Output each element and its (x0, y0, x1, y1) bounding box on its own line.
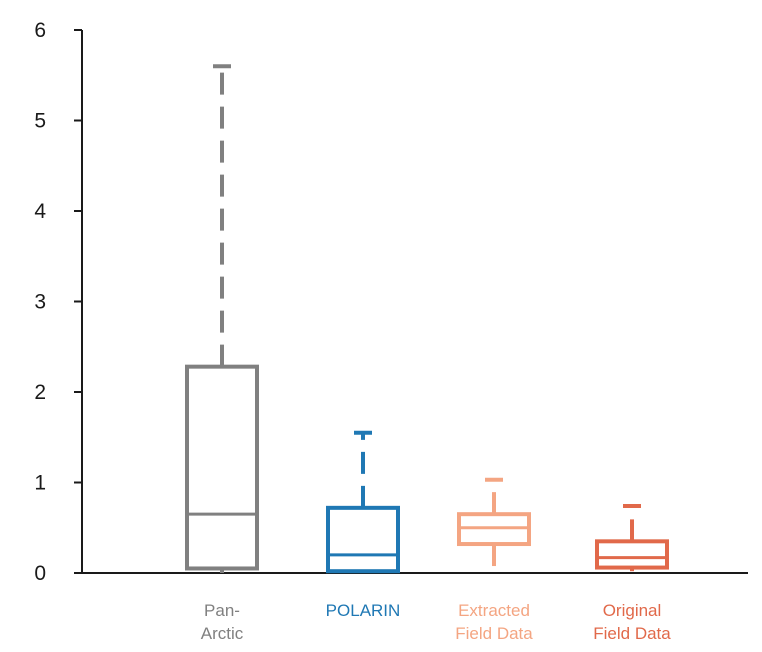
category-label: Field Data (455, 624, 533, 643)
category-label: Extracted (458, 601, 530, 620)
y-tick-label: 6 (34, 19, 46, 42)
y-tick-label: 2 (34, 381, 46, 404)
y-tick-label: 1 (34, 472, 46, 495)
y-tick-label: 3 (34, 291, 46, 314)
y-tick-group: 0 1 2 3 4 5 6 (34, 19, 82, 585)
box-plot-1 (326, 430, 400, 574)
iqr-box (326, 505, 400, 574)
box-plot-3 (595, 504, 669, 572)
category-label: POLARIN (326, 601, 401, 620)
box-group (185, 64, 669, 574)
category-label: Field Data (593, 624, 671, 643)
iqr-box (185, 364, 259, 571)
category-label: Pan- (204, 601, 240, 620)
iqr-box (595, 539, 669, 570)
box-plot-2 (457, 477, 531, 573)
y-tick-label: 0 (34, 562, 46, 585)
category-label: Arctic (201, 624, 244, 643)
y-tick-label: 5 (34, 110, 46, 133)
category-label: Original (603, 601, 662, 620)
category-label-group: Pan- Arctic POLARIN Extracted Field Data Orig… (201, 601, 672, 643)
box-plot-0 (185, 64, 259, 573)
y-tick-label: 4 (34, 200, 46, 223)
